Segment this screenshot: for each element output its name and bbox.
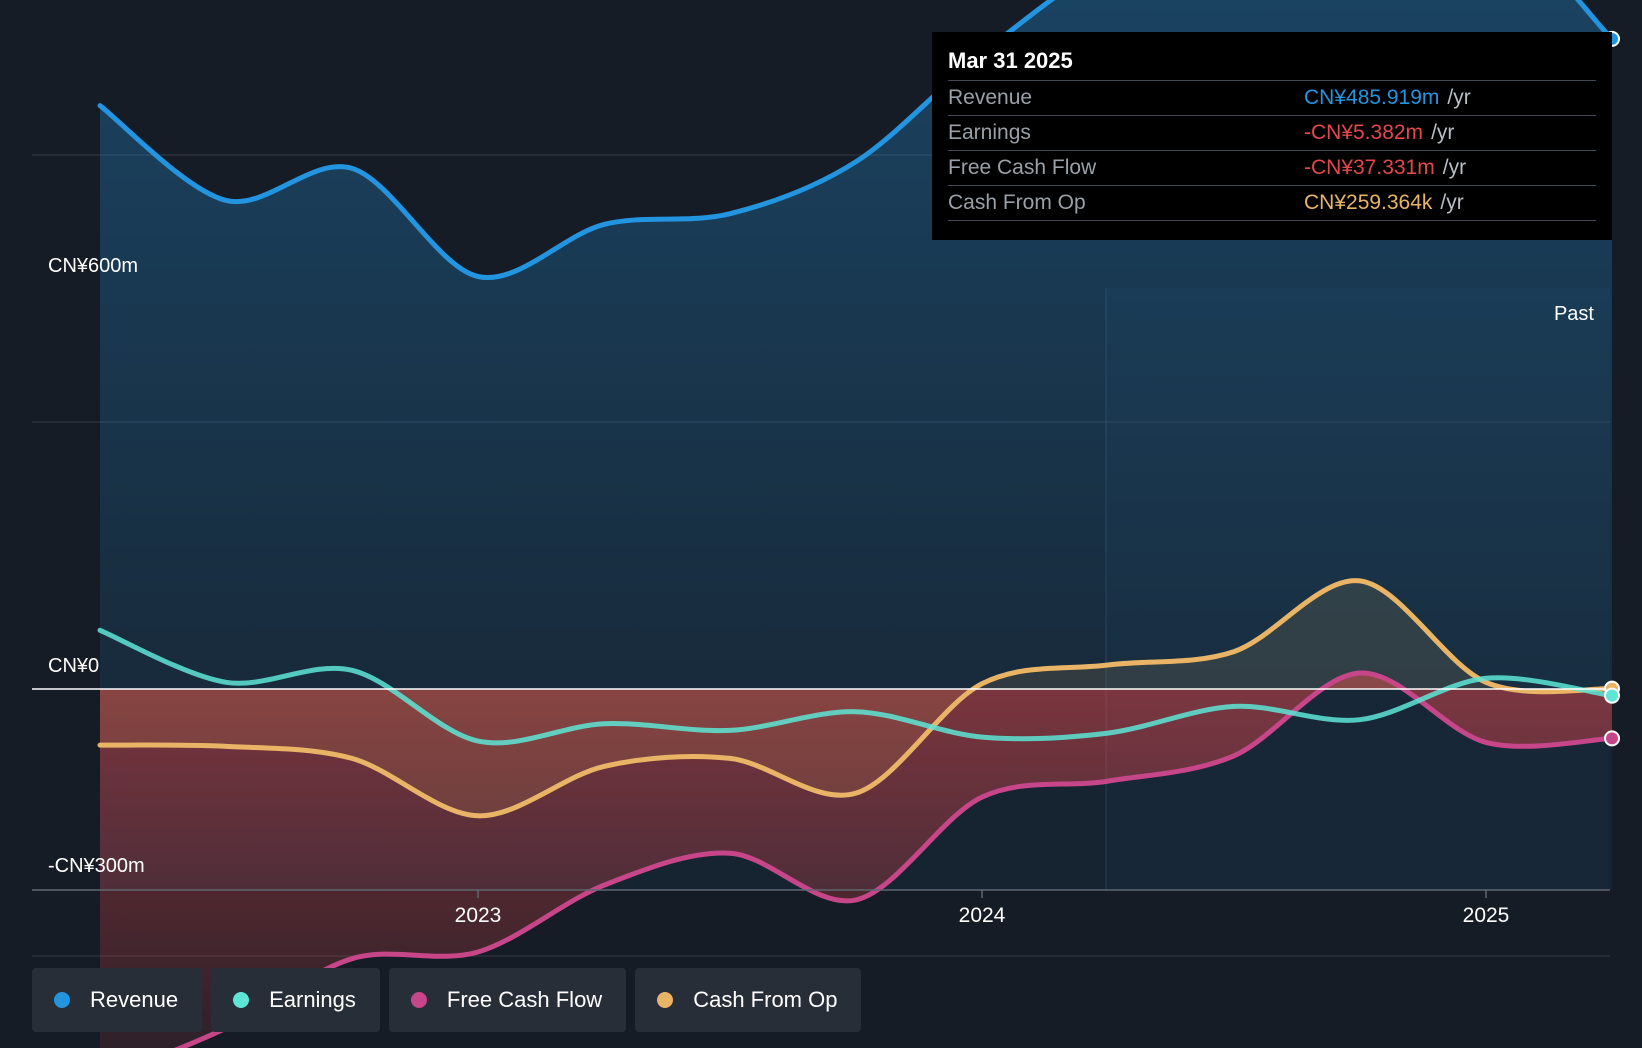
- tooltip-value: -CN¥37.331m: [1304, 156, 1435, 179]
- fcf-dot-icon: [410, 992, 427, 1008]
- tooltip-value: CN¥259.364k: [1304, 191, 1433, 214]
- earnings-line: [97, 627, 1615, 746]
- cfo-area: [100, 580, 1612, 816]
- legend-label: Earnings: [269, 987, 356, 1012]
- tooltip-row-earnings: Earnings -CN¥5.382m /yr: [948, 116, 1596, 151]
- tooltip-label: Earnings: [948, 121, 1031, 144]
- legend-item-revenue[interactable]: Revenue: [32, 968, 203, 1032]
- legend-item-cfo[interactable]: Cash From Op: [635, 968, 862, 1032]
- negative-area: [100, 672, 1612, 1048]
- legend-item-earnings[interactable]: Earnings: [211, 968, 380, 1032]
- x-tick-label: 2025: [1463, 904, 1510, 927]
- revenue-dot-icon: [54, 992, 70, 1008]
- tooltip-label: Cash From Op: [948, 191, 1086, 214]
- earnings-end-point: [1604, 687, 1620, 704]
- fcf-line: [174, 670, 1615, 1048]
- x-tick-label: 2023: [455, 904, 502, 927]
- legend-label: Revenue: [90, 987, 179, 1012]
- y-label-top: CN¥600m: [48, 255, 138, 277]
- x-tick-label: 2024: [959, 904, 1006, 927]
- y-label-bottom: -CN¥300m: [48, 855, 145, 877]
- tooltip-date: Mar 31 2025: [948, 46, 1596, 81]
- earnings-dot-icon: [233, 992, 250, 1008]
- tooltip-label: Revenue: [948, 86, 1033, 109]
- tooltip-row-fcf: Free Cash Flow -CN¥37.331m /yr: [948, 151, 1596, 186]
- tooltip-unit: /yr: [1440, 191, 1464, 214]
- legend-label: Free Cash Flow: [446, 987, 603, 1012]
- tooltip-value: -CN¥5.382m: [1304, 121, 1424, 144]
- tooltip-row-revenue: Revenue CN¥485.919m /yr: [948, 81, 1596, 116]
- legend-label: Cash From Op: [693, 987, 838, 1012]
- tooltip-unit: /yr: [1442, 156, 1467, 179]
- revenue-line: [97, 0, 1615, 281]
- tooltip-value: CN¥485.919m: [1304, 86, 1440, 109]
- cfo-line: [97, 578, 1615, 819]
- legend: Revenue Earnings Free Cash Flow Cash Fro…: [32, 968, 862, 1032]
- tooltip-row-cfo: Cash From Op CN¥259.364k /yr: [948, 186, 1596, 221]
- fcf-end-point: [1604, 730, 1620, 747]
- legend-item-fcf[interactable]: Free Cash Flow: [388, 968, 627, 1032]
- tooltip-unit: /yr: [1431, 121, 1455, 144]
- tooltip-panel: Mar 31 2025 Revenue CN¥485.919m /yr Earn…: [932, 32, 1612, 240]
- y-label-zero: CN¥0: [48, 655, 99, 677]
- tooltip-label: Free Cash Flow: [948, 156, 1097, 179]
- past-label: Past: [1554, 303, 1594, 325]
- tooltip-unit: /yr: [1447, 86, 1471, 109]
- cfo-dot-icon: [657, 992, 674, 1008]
